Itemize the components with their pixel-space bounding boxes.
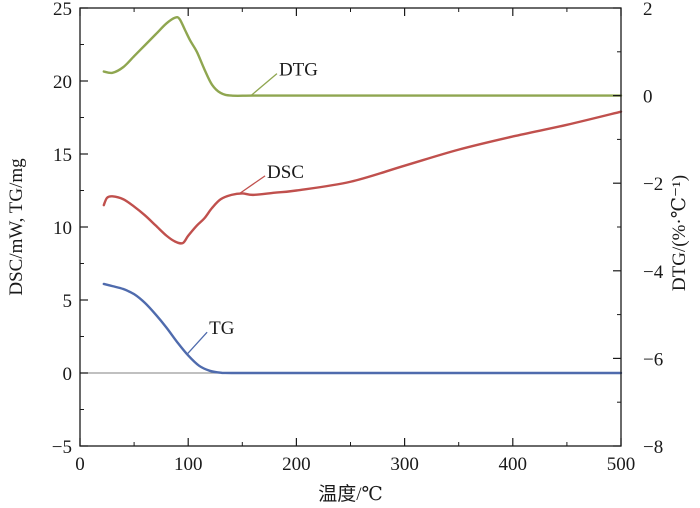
x-tick-label: 0 [75, 454, 85, 475]
y-right-tick-label: −4 [643, 262, 664, 283]
annotation-leader [186, 331, 208, 355]
x-tick-label: 500 [607, 454, 636, 475]
plot-frame [79, 7, 622, 447]
y-left-tick-label: −5 [52, 437, 72, 458]
x-tick-label: 300 [390, 454, 419, 475]
x-tick-label: 100 [174, 454, 203, 475]
y-right-tick-label: −6 [643, 349, 663, 370]
annotation-dsc-label: DSC [267, 162, 304, 183]
annotation-leader [238, 175, 266, 195]
y-right-tick-label: −8 [643, 437, 663, 458]
series-line-tg [102, 282, 623, 375]
y-left-tick-label: 20 [53, 72, 72, 93]
annotation-leader [250, 73, 278, 97]
series-line-dtg [102, 16, 623, 97]
x-tick-label: 200 [282, 454, 311, 475]
y-left-tick-label: 0 [63, 364, 73, 385]
right-y-axis-title: DTG/(%·℃⁻¹) [669, 175, 690, 291]
y-right-tick-label: 0 [643, 87, 653, 108]
y-left-tick-label: 25 [53, 0, 72, 20]
y-left-tick-label: 15 [53, 145, 72, 166]
x-tick-label: 400 [499, 454, 528, 475]
y-left-tick-label: 5 [63, 291, 73, 312]
y-right-tick-label: 2 [643, 0, 653, 20]
x-axis-title: 温度/℃ [318, 483, 383, 505]
annotation-dtg-label: DTG [279, 60, 318, 81]
y-left-tick-label: 10 [53, 218, 72, 239]
series-line-dsc [102, 110, 623, 245]
y-right-tick-label: −2 [643, 174, 663, 195]
annotation-tg-label: TG [209, 318, 235, 339]
left-y-axis-title: DSC/mW, TG/mg [6, 158, 27, 296]
